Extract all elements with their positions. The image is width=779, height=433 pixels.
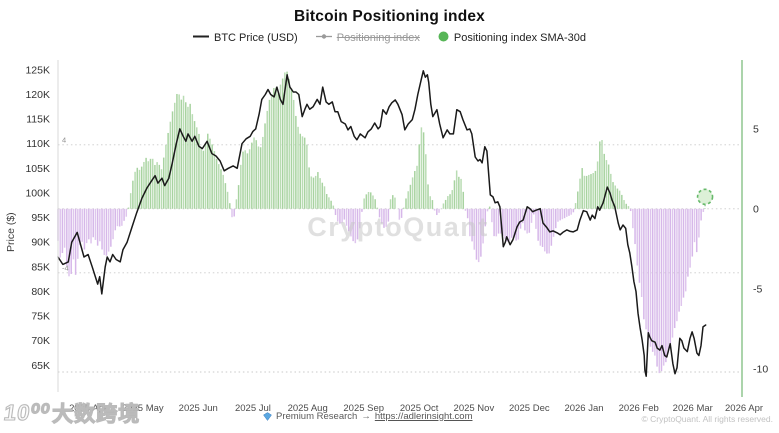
- index-axis-ticks: 5 0 -5 -10: [753, 123, 768, 375]
- svg-text:2025 Aug: 2025 Aug: [288, 403, 328, 414]
- dashu-kuajing-watermark: 10⁰⁰ 大数跨境: [2, 398, 141, 428]
- svg-text:2026 Jan: 2026 Jan: [564, 403, 603, 414]
- svg-text:2025 Dec: 2025 Dec: [509, 403, 550, 414]
- svg-text:-10: -10: [753, 363, 768, 375]
- legend-label: BTC Price (USD): [214, 32, 298, 44]
- circle-marker-icon: [438, 31, 449, 45]
- svg-text:125K: 125K: [25, 64, 50, 76]
- svg-text:4: 4: [62, 135, 66, 144]
- copyright-text: © CryptoQuant. All rights reserved.: [641, 414, 773, 424]
- svg-text:2025 May: 2025 May: [122, 403, 164, 414]
- legend-label: Positioning index: [336, 32, 420, 44]
- badge-text: 大数跨境: [52, 402, 141, 426]
- svg-text:2025 Nov: 2025 Nov: [454, 403, 495, 414]
- svg-text:-4: -4: [62, 263, 69, 272]
- svg-text:2025 Jun: 2025 Jun: [179, 403, 218, 414]
- svg-text:80K: 80K: [31, 286, 50, 298]
- page-title: Bitcoin Positioning index: [294, 8, 485, 25]
- svg-text:100K: 100K: [25, 187, 50, 199]
- svg-text:115K: 115K: [26, 114, 50, 126]
- svg-text:2025 Apr: 2025 Apr: [69, 403, 107, 414]
- svg-text:75K: 75K: [31, 311, 50, 323]
- gridlines: 4 -4: [58, 135, 742, 373]
- premium-label: Premium Research: [276, 411, 358, 422]
- price-axis-title: Price ($): [5, 212, 17, 252]
- adlerinsight-link[interactable]: https://adlerinsight.com: [374, 411, 473, 422]
- legend-item-positioning-index[interactable]: Positioning index: [315, 32, 420, 44]
- cryptoquant-watermark: CryptoQuant: [307, 212, 489, 242]
- svg-text:110K: 110K: [26, 138, 50, 150]
- svg-text:2026 Mar: 2026 Mar: [673, 403, 713, 414]
- svg-text:-5: -5: [753, 283, 762, 295]
- arrow-icon: →: [361, 411, 371, 422]
- badge-logo: 10⁰⁰: [2, 399, 53, 425]
- svg-text:2025 Sep: 2025 Sep: [343, 403, 384, 414]
- line-dot-marker-icon: [315, 32, 332, 44]
- svg-text:2025 Jul: 2025 Jul: [235, 403, 271, 414]
- gem-icon: [263, 412, 272, 421]
- line-marker-icon: [193, 32, 209, 44]
- svg-text:5: 5: [753, 123, 759, 135]
- svg-text:85K: 85K: [31, 261, 50, 273]
- premium-research-note: Premium Research → https://adlerinsight.…: [263, 411, 473, 422]
- x-axis-ticks: 2025 Apr 2025 May 2025 Jun 2025 Jul 2025 Aug…: [69, 403, 763, 414]
- btc-price-line: [57, 70, 707, 377]
- svg-text:2025 Oct: 2025 Oct: [400, 403, 439, 414]
- svg-text:65K: 65K: [31, 360, 50, 372]
- svg-text:2026 Feb: 2026 Feb: [619, 403, 659, 414]
- svg-text:95K: 95K: [31, 212, 50, 224]
- svg-text:90K: 90K: [31, 237, 50, 249]
- chart-legend: BTC Price (USD) Positioning index Positi…: [0, 31, 779, 45]
- svg-text:120K: 120K: [25, 89, 50, 101]
- legend-item-positioning-sma[interactable]: Positioning index SMA-30d: [438, 31, 586, 45]
- svg-text:0: 0: [753, 203, 759, 215]
- svg-text:105K: 105K: [25, 163, 50, 175]
- price-axis-ticks: 125K 120K 115K 110K 105K 100K 95K 90K 85K 80K 75K 7…: [25, 64, 50, 371]
- svg-text:70K: 70K: [31, 335, 50, 347]
- svg-text:2026 Apr: 2026 Apr: [725, 403, 763, 414]
- latest-sma-marker: [696, 188, 714, 206]
- legend-label: Positioning index SMA-30d: [453, 32, 586, 44]
- legend-item-btc-price[interactable]: BTC Price (USD): [193, 32, 298, 44]
